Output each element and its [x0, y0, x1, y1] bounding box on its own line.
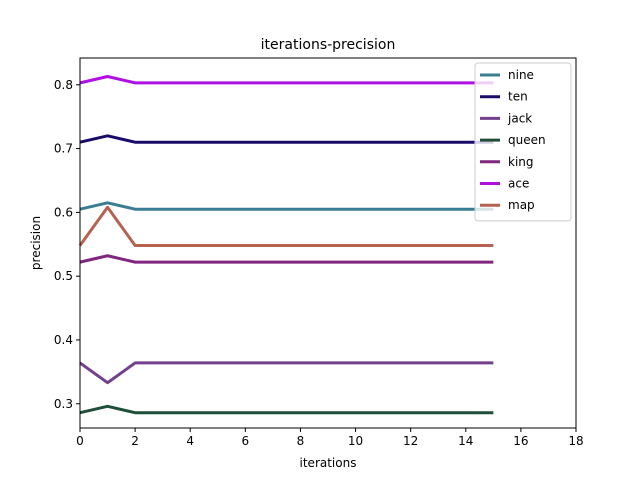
- x-tick-label: 4: [186, 434, 194, 448]
- series-line-king: [79, 254, 494, 264]
- y-tick-label: 0.3: [54, 397, 73, 411]
- series-line-nine: [79, 201, 494, 211]
- plot-frame: [79, 57, 577, 429]
- legend-label-map: map: [508, 198, 535, 212]
- chart-title: iterations-precision: [261, 37, 396, 53]
- legend-box: [474, 62, 572, 222]
- series-line-map: [78, 205, 494, 248]
- x-tick-label: 12: [403, 434, 418, 448]
- y-tick-label: 0.7: [54, 142, 73, 156]
- x-tick-label: 16: [513, 434, 528, 448]
- x-tick-label: 2: [131, 434, 139, 448]
- legend-label-nine: nine: [508, 68, 534, 82]
- y-tick-label: 0.6: [54, 205, 73, 219]
- series-lines: [78, 75, 494, 415]
- x-tick-label: 18: [568, 434, 583, 448]
- x-tick-label: 6: [242, 434, 250, 448]
- x-tick-label: 14: [458, 434, 473, 448]
- series-line-ten: [79, 134, 494, 144]
- legend-label-jack: jack: [507, 111, 532, 125]
- x-tick-label: 10: [348, 434, 363, 448]
- legend-label-ten: ten: [508, 90, 528, 104]
- x-tick-label: 8: [297, 434, 305, 448]
- series-line-ace: [79, 75, 494, 85]
- y-axis-ticks: 0.3 0.4 0.5 0.6 0.7 0.8: [54, 78, 80, 411]
- x-axis-ticks: 0 2 4 6 8 10 12 14 16 18: [76, 428, 584, 448]
- y-axis-label: precision: [29, 216, 43, 270]
- legend-label-queen: queen: [508, 133, 546, 147]
- y-tick-label: 0.8: [54, 78, 73, 92]
- series-line-queen: [79, 404, 494, 415]
- series-line-jack: [79, 361, 494, 385]
- legend-label-king: king: [508, 155, 534, 169]
- legend: nine ten jack queen king ace map: [474, 62, 572, 222]
- x-tick-label: 0: [76, 434, 84, 448]
- legend-label-ace: ace: [508, 177, 529, 191]
- x-axis-label: iterations: [300, 456, 357, 470]
- y-tick-label: 0.5: [54, 269, 73, 283]
- y-tick-label: 0.4: [54, 333, 73, 347]
